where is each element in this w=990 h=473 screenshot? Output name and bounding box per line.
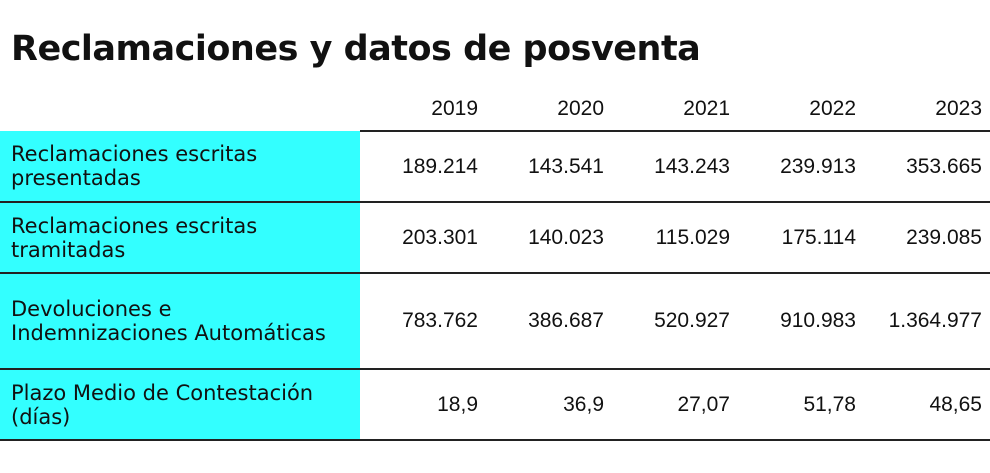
table-cell: 520.927 <box>612 273 738 370</box>
row-label-reclamaciones-presentadas: Reclamaciones escritas presentadas <box>0 131 360 203</box>
table-cell: 1.364.977 <box>864 273 990 370</box>
table-cell: 783.762 <box>360 273 486 370</box>
row-label-devoluciones-indemnizaciones: Devoluciones e Indemnizaciones Automátic… <box>0 273 360 370</box>
column-header-2019: 2019 <box>360 88 486 132</box>
table-cell: 27,07 <box>612 369 738 441</box>
posventa-table: 2019 2020 2021 2022 2023 Reclamaciones e… <box>0 88 990 441</box>
table-cell: 910.983 <box>738 273 864 370</box>
table-row: Plazo Medio de Contestación (días) 18,9 … <box>0 369 990 441</box>
column-header-2022: 2022 <box>738 88 864 132</box>
table-cell: 189.214 <box>360 131 486 203</box>
table-cell: 143.243 <box>612 131 738 203</box>
table-cell: 386.687 <box>486 273 612 370</box>
table-cell: 140.023 <box>486 202 612 274</box>
table-cell: 175.114 <box>738 202 864 274</box>
table-cell: 203.301 <box>360 202 486 274</box>
table-cell: 48,65 <box>864 369 990 441</box>
column-header-2023: 2023 <box>864 88 990 132</box>
table-row: Devoluciones e Indemnizaciones Automátic… <box>0 273 990 370</box>
header-corner <box>0 88 360 131</box>
table-cell: 51,78 <box>738 369 864 441</box>
column-header-2020: 2020 <box>486 88 612 132</box>
page-title: Reclamaciones y datos de posventa <box>11 29 701 69</box>
table-cell: 353.665 <box>864 131 990 203</box>
table-cell: 36,9 <box>486 369 612 441</box>
table-cell: 18,9 <box>360 369 486 441</box>
row-label-plazo-medio: Plazo Medio de Contestación (días) <box>0 369 360 441</box>
table-cell: 239.085 <box>864 202 990 274</box>
table-row: Reclamaciones escritas tramitadas 203.30… <box>0 202 990 274</box>
table-cell: 143.541 <box>486 131 612 203</box>
table-row: Reclamaciones escritas presentadas 189.2… <box>0 131 990 203</box>
column-header-2021: 2021 <box>612 88 738 132</box>
table-cell: 239.913 <box>738 131 864 203</box>
row-label-reclamaciones-tramitadas: Reclamaciones escritas tramitadas <box>0 202 360 274</box>
header-row: 2019 2020 2021 2022 2023 <box>0 88 990 132</box>
table-cell: 115.029 <box>612 202 738 274</box>
